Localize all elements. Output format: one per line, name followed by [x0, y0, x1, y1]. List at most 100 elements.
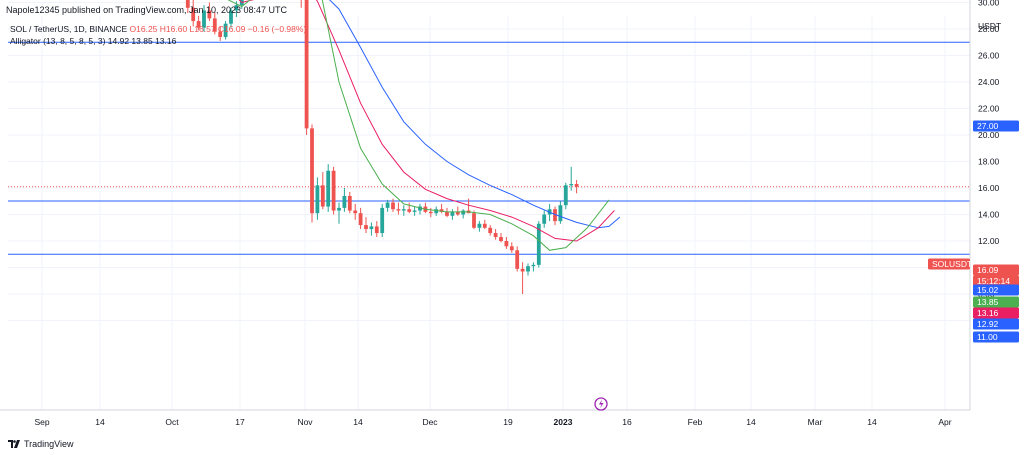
y-tick-label: 16.00 [978, 183, 1000, 193]
candle-body [569, 184, 574, 186]
tradingview-logo-icon [8, 440, 20, 448]
candle-body [218, 31, 223, 37]
candle-body [196, 21, 201, 28]
alligator-indicator [227, 0, 621, 251]
candle-body [428, 211, 433, 214]
price-label-text: 12.92 [977, 319, 999, 329]
y-tick-label: 22.00 [978, 104, 1000, 114]
x-tick-label: Sep [34, 417, 49, 427]
alligator-lips-line [227, 0, 610, 251]
candle-body [439, 209, 444, 212]
candle-body [374, 226, 379, 234]
price-label-box [973, 284, 1019, 296]
candle-body [223, 23, 228, 37]
price-axis-background [970, 0, 1024, 410]
candle-body [234, 5, 239, 11]
candle-body [380, 207, 385, 234]
candle-body [331, 170, 336, 211]
candle-body [191, 7, 196, 22]
x-tick-label: Nov [297, 417, 313, 427]
candle-body [488, 227, 493, 234]
symbol-legend: SOL / TetherUS, 1D, BINANCE O16.25 H16.6… [10, 24, 306, 34]
footer[interactable]: TradingView [8, 439, 74, 449]
candle-body [185, 0, 190, 8]
chart-grid [8, 2, 970, 410]
candle-body [434, 209, 439, 214]
candle-body [320, 185, 325, 207]
price-label-text: 16.09 [977, 265, 999, 275]
y-axis-unit: USDT [978, 21, 1001, 31]
candle-body [558, 205, 563, 222]
candle-body [445, 211, 449, 216]
price-label-text: 13.85 [977, 297, 999, 307]
x-tick-label: Apr [938, 417, 951, 427]
price-label-box [973, 296, 1019, 308]
y-tick-label: 14.00 [978, 210, 1000, 220]
candle-body [337, 207, 341, 211]
price-label-text: 11.00 [977, 332, 998, 342]
lightning-icon[interactable] [594, 397, 608, 411]
price-label-box [973, 120, 1019, 132]
candle-body [401, 209, 406, 211]
x-tick-label: 17 [235, 417, 245, 427]
candle-body [461, 210, 466, 215]
horizontal-lines [8, 41, 970, 255]
candle-body [353, 210, 358, 214]
candle-body [526, 266, 530, 272]
x-tick-label: 2023 [554, 417, 573, 427]
y-tick-label: 26.00 [978, 51, 1000, 61]
candle-body [542, 214, 547, 224]
candle-body [342, 195, 347, 208]
alligator-teeth-line [238, 0, 615, 242]
candle-body [477, 223, 482, 228]
candle-body [455, 211, 460, 215]
x-tick-label: 16 [622, 417, 632, 427]
candle-body [391, 202, 395, 210]
candle-body [574, 184, 579, 187]
price-label-text: 13.16 [977, 308, 999, 318]
candle-body [520, 268, 525, 272]
candle-body [515, 250, 520, 269]
indicator-name: Alligator (13, 8, 5, 8, 5, 3) 14.92 13.8… [10, 36, 177, 46]
y-tick-label: 18.00 [978, 157, 1000, 167]
y-tick-label: 24.00 [978, 77, 1000, 87]
candle-body [412, 210, 417, 212]
candle-body [385, 202, 390, 208]
x-tick-label: 14 [353, 417, 363, 427]
y-tick-label: 12.00 [978, 236, 1000, 246]
price-label-text: SOLUSDT [932, 259, 972, 269]
indicator-legend: Alligator (13, 8, 5, 8, 5, 3) 14.92 13.8… [10, 36, 176, 46]
candle-body [347, 195, 352, 211]
publish-info: Napole12345 published on TradingView.com… [6, 5, 288, 15]
candle-body [304, 0, 309, 129]
price-label-box [973, 275, 1019, 287]
candle-body [202, 10, 206, 28]
candle-body [563, 185, 568, 206]
candle-body [364, 225, 368, 230]
candle-body [315, 185, 320, 214]
x-tick-label: 14 [867, 417, 877, 427]
candle-body [482, 223, 487, 228]
candle-body [326, 170, 331, 207]
x-tick-label: Oct [165, 417, 179, 427]
candle-body [229, 10, 233, 24]
y-tick-label: 20.00 [978, 130, 1000, 140]
x-tick-label: 14 [746, 417, 756, 427]
x-tick-label: Mar [808, 417, 823, 427]
candle-body [553, 209, 557, 222]
candle-body [536, 223, 541, 265]
x-tick-label: Feb [688, 417, 703, 427]
candle-body [207, 10, 212, 19]
price-label-text: 27.00 [977, 121, 999, 131]
x-tick-label: 14 [95, 417, 105, 427]
price-label-box [973, 318, 1019, 330]
candle-body [418, 206, 422, 211]
alligator-jaw-line [329, 0, 621, 229]
price-label-box [973, 307, 1019, 319]
candle-body [472, 213, 476, 228]
candle-body [499, 237, 503, 241]
y-tick-label: 28.00 [978, 24, 1000, 34]
ohlc-values: O16.25 H16.60 L16.57 C16.09 −0.16 (−0.98… [129, 24, 307, 34]
candle-body [369, 226, 374, 230]
